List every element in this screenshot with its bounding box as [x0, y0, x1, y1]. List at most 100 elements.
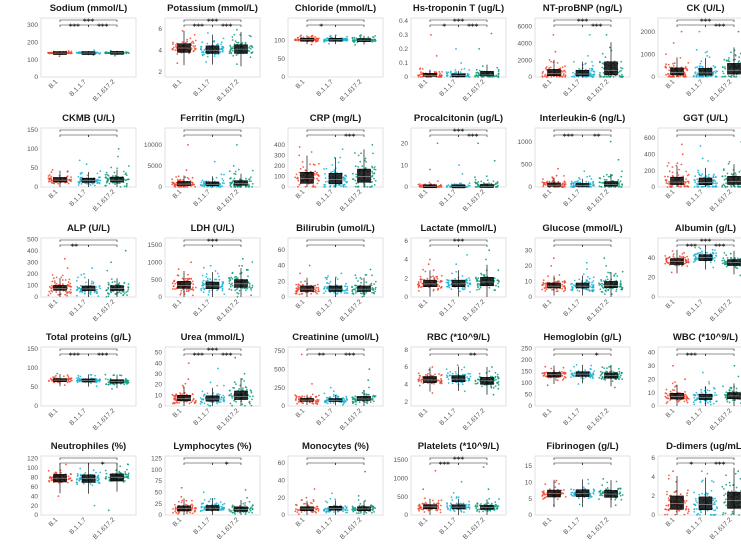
data-point [738, 56, 740, 59]
data-point [69, 285, 72, 288]
box [328, 285, 343, 292]
data-point [440, 280, 442, 283]
data-point [251, 46, 254, 49]
data-point [459, 71, 462, 74]
data-point [191, 176, 194, 179]
outlier-point [124, 249, 127, 252]
data-point [370, 175, 373, 178]
data-point [304, 185, 307, 188]
data-point [202, 279, 205, 282]
data-point [683, 185, 686, 187]
outlier-point [117, 148, 120, 150]
data-point [127, 288, 130, 291]
data-point [665, 261, 668, 264]
data-point [666, 186, 669, 188]
data-point [50, 178, 52, 181]
data-point [232, 45, 235, 48]
data-point [229, 50, 232, 53]
data-point [231, 47, 234, 50]
data-point [298, 395, 300, 398]
data-point [297, 283, 300, 286]
outlier-point [232, 165, 235, 167]
data-point [564, 71, 567, 73]
data-point [171, 393, 174, 396]
data-point [582, 273, 585, 276]
data-point [231, 277, 234, 280]
data-point [190, 47, 193, 50]
data-point [541, 288, 544, 291]
data-point [188, 402, 191, 405]
data-point [706, 251, 708, 254]
y-tick-label: 300 [274, 153, 285, 160]
data-point [586, 288, 589, 291]
data-point [248, 401, 251, 404]
data-point [572, 71, 574, 74]
data-point [713, 70, 715, 73]
data-point [249, 395, 251, 398]
x-tick-label: B.1 [665, 188, 677, 200]
data-point [722, 66, 724, 69]
data-point [374, 35, 376, 37]
data-point [181, 41, 184, 43]
outlier-point [187, 362, 190, 364]
outlier-point [490, 32, 493, 35]
outlier-point [120, 374, 123, 377]
x-tick-label: B.1.617.2 [339, 298, 364, 323]
data-point [194, 39, 197, 42]
data-point [66, 294, 68, 297]
data-point [683, 71, 686, 74]
data-point [478, 74, 481, 77]
outlier-point [185, 169, 188, 172]
data-point [236, 295, 239, 298]
data-point [298, 183, 301, 186]
data-point [572, 286, 574, 289]
data-point [345, 282, 347, 285]
box [575, 183, 590, 187]
panel-title: Chloride (mmol/L) [295, 3, 376, 14]
data-point [680, 256, 683, 258]
data-point [714, 75, 717, 78]
y-tick-label: 20 [155, 382, 163, 389]
y-tick-label: 4 [158, 47, 162, 54]
data-point [686, 265, 689, 267]
data-point [297, 39, 300, 42]
data-point [420, 76, 422, 78]
data-point [299, 167, 302, 170]
data-point [701, 66, 704, 68]
panel-title: Lactate (mmol/L) [420, 223, 496, 234]
data-point [726, 59, 728, 62]
data-point [723, 252, 726, 254]
data-point [179, 392, 182, 394]
data-point [728, 57, 730, 59]
x-tick-label: B.1.617.2 [586, 78, 611, 103]
outlier-point [90, 373, 93, 376]
data-point [605, 290, 607, 293]
data-point [574, 73, 576, 75]
data-point [548, 59, 551, 61]
data-point [332, 402, 335, 404]
data-point [699, 62, 702, 65]
x-tick-label: B.1.617.2 [216, 407, 241, 432]
data-point [607, 175, 610, 178]
data-point [679, 185, 682, 188]
data-point [370, 282, 373, 285]
data-point [578, 278, 581, 281]
data-point [179, 294, 182, 296]
data-point [682, 255, 685, 258]
significance-label: *** [69, 352, 80, 360]
data-point [231, 181, 234, 184]
data-point [219, 401, 222, 403]
y-tick-label: 30 [525, 248, 533, 255]
data-point [570, 288, 573, 291]
data-point [497, 70, 500, 73]
data-point [217, 393, 220, 395]
data-point [304, 169, 307, 172]
data-point [311, 186, 314, 188]
data-point [621, 170, 623, 173]
data-point [346, 285, 349, 288]
significance-label: *** [453, 128, 464, 136]
data-point [83, 293, 86, 295]
data-point [449, 70, 452, 73]
data-point [249, 45, 252, 48]
data-point [77, 175, 80, 178]
